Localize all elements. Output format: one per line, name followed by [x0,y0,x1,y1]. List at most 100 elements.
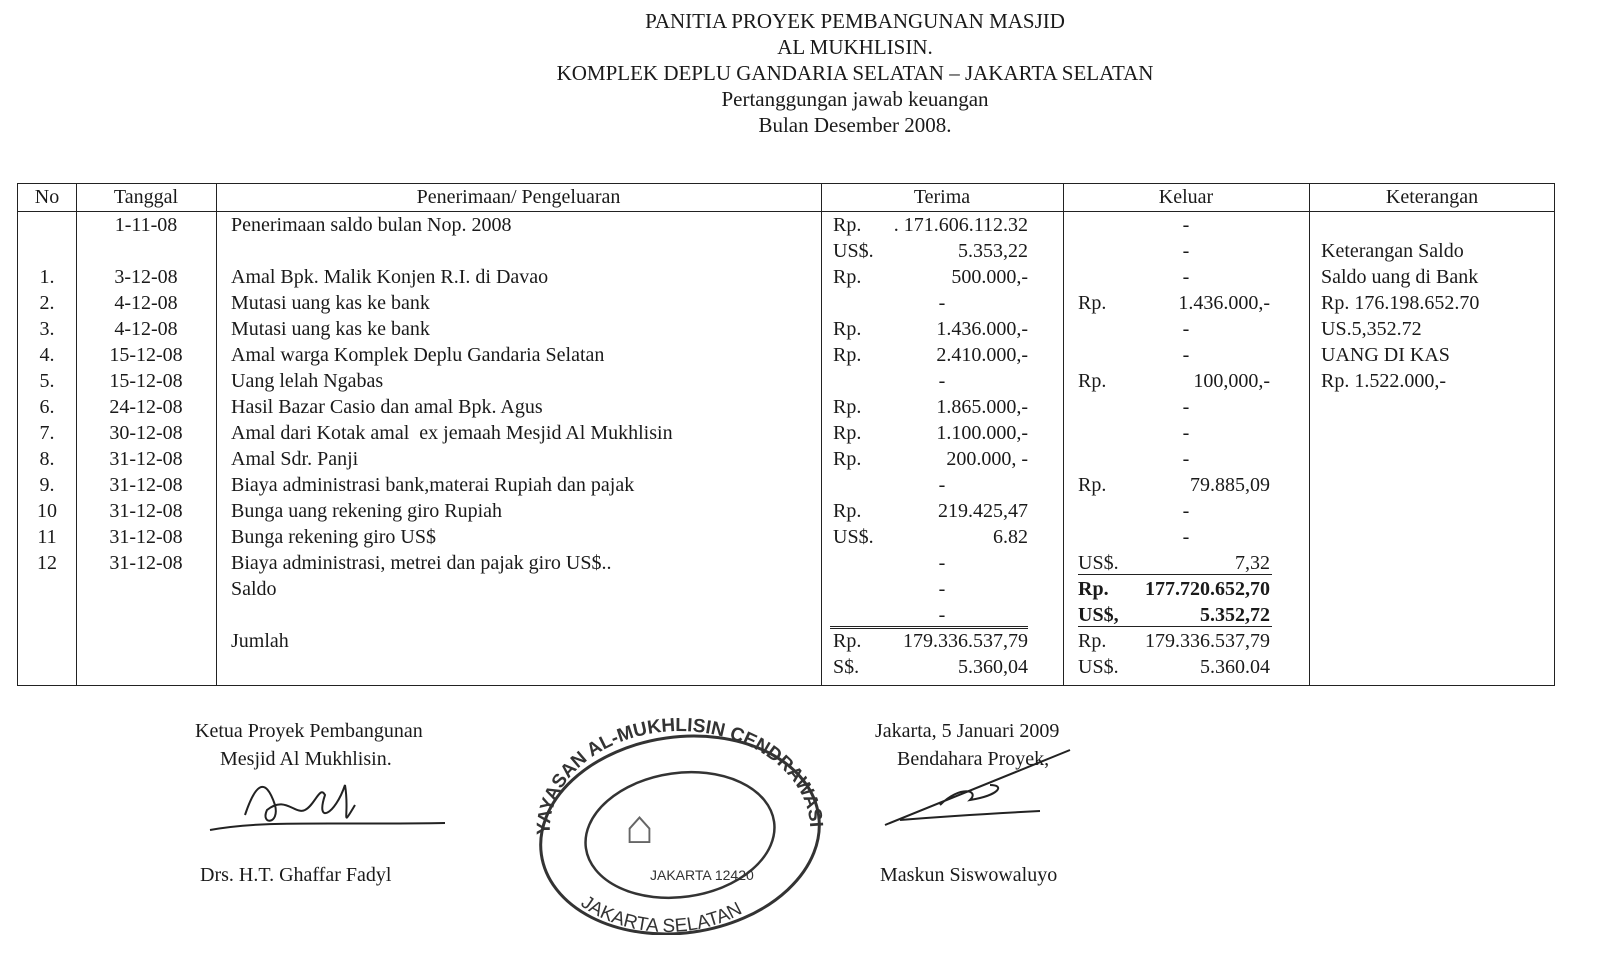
keluar-currency: US$. [1078,656,1119,678]
keterangan-note: UANG DI KAS [1321,344,1450,366]
divider [1063,184,1064,685]
keluar-amount: 177.720.652,70 [1145,578,1270,600]
terima-currency: Rp. [833,344,862,366]
keluar-amount: - [1182,318,1190,340]
row-date: 15-12-08 [109,370,183,392]
terima-amount: - [938,292,946,314]
keluar-amount: - [1182,214,1190,236]
row-date: 31-12-08 [109,474,183,496]
terima-amount: 179.336.537,79 [903,630,1028,652]
table-row: 1-11-08 Penerimaan saldo bulan Nop. 2008 R… [18,212,1554,238]
keluar-amount: - [1182,422,1190,444]
terima-currency: Rp. [833,396,862,418]
row-date: 1-11-08 [114,214,178,236]
document-header: PANITIA PROYEK PEMBANGUNAN MASJID AL MUK… [0,8,1600,138]
keluar-amount: - [1182,448,1190,470]
row-no: 8. [39,448,55,470]
row-no: 2. [39,292,55,314]
terima-amount: 1.100.000,- [936,422,1028,444]
table-row: Saldo - Rp. 177.720.652,70 [18,576,1554,602]
header-line: Bulan Desember 2008. [758,113,952,137]
row-description: Saldo [231,578,277,600]
row-description: Mutasi uang kas ke bank [231,318,430,340]
terima-amount: 1.865.000,- [936,396,1028,418]
row-description: Hasil Bazar Casio dan amal Bpk. Agus [231,396,543,418]
keluar-currency: Rp. [1078,578,1109,600]
keterangan-note: US.5,352.72 [1321,318,1422,340]
table-row: 10 31-12-08 Bunga uang rekening giro Rupia… [18,498,1554,524]
row-description: Penerimaan saldo bulan Nop. 2008 [231,214,512,236]
terima-amount: - [938,552,946,574]
terima-currency: S$. [833,656,860,678]
table-row: 12 31-12-08 Biaya administrasi, metrei dan… [18,550,1554,576]
keluar-amount: - [1182,240,1190,262]
terima-amount: 1.436.000,- [936,318,1028,340]
row-date: 30-12-08 [109,422,183,444]
svg-text:⌂: ⌂ [625,801,654,854]
keluar-amount: 5.360.04 [1200,656,1270,678]
divider [76,184,77,685]
keluar-amount: 79.885,09 [1190,474,1270,496]
keluar-amount: 100,000,- [1193,370,1270,392]
terima-amount: 500.000,- [951,266,1028,288]
row-date: 31-12-08 [109,500,183,522]
table-row: 11 31-12-08 Bunga rekening giro US$ US$. 6.8… [18,524,1554,550]
keluar-amount: 1.436.000,- [1178,292,1270,314]
terima-currency: Rp. [833,630,862,652]
table-row: - US$, 5.352,72 [18,602,1554,628]
terima-amount: 5.353,22 [958,240,1028,262]
row-no: 6. [39,396,55,418]
row-description: Biaya administrasi bank,materai Rupiah d… [231,474,635,496]
row-description: Mutasi uang kas ke bank [231,292,430,314]
svg-text:YAYASAN AL-MUKHLISIN CENDRAWAS: YAYASAN AL-MUKHLISIN CENDRAWASIH [520,715,826,835]
row-date: 4-12-08 [114,318,178,340]
terima-currency: Rp. [833,422,862,444]
keluar-amount: - [1182,500,1190,522]
keluar-amount: - [1182,396,1190,418]
keluar-amount: - [1182,526,1190,548]
col-keterangan: Keterangan [1385,186,1479,208]
row-description: Amal warga Komplek Deplu Gandaria Selata… [231,344,605,366]
table-row: S$. 5.360,04 US$. 5.360.04 [18,654,1554,680]
keluar-currency: Rp. [1078,370,1107,392]
row-description: Amal Bpk. Malik Konjen R.I. di Davao [231,266,549,288]
table-row: 1. 3-12-08 Amal Bpk. Malik Konjen R.I. di … [18,264,1554,290]
col-no: No [34,186,60,208]
signature-scribble [209,784,446,831]
table-row: 8. 31-12-08 Amal Sdr. Panji Rp. 200.000, - - [18,446,1554,472]
keluar-amount: 179.336.537,79 [1145,630,1270,652]
keluar-amount: 7,32 [1235,552,1270,574]
keluar-currency: US$, [1078,604,1119,626]
row-date: 24-12-08 [109,396,183,418]
right-name: Maskun Siswowaluyo [880,864,1058,886]
organization-stamp: YAYASAN AL-MUKHLISIN CENDRAWASIH ⌂ JAKAR… [520,715,826,935]
table-row: US$. 5.353,22 - Keterangan Saldo [18,238,1554,264]
place-date: Jakarta, 5 Januari 2009 [875,720,1060,742]
row-date: 15-12-08 [109,344,183,366]
row-no: 10 [37,500,57,522]
terima-amount: - [938,604,946,626]
row-description: Uang lelah Ngabas [231,370,384,392]
keluar-currency: Rp. [1078,474,1107,496]
row-no: 4. [39,344,55,366]
terima-currency: Rp. [833,266,862,288]
row-description: Jumlah [231,630,289,652]
table-row: 7. 30-12-08 Amal dari Kotak amal ex jemaah… [18,420,1554,446]
terima-currency: US$. [833,526,874,548]
divider [1309,184,1310,685]
table-row: 2. 4-12-08 Mutasi uang kas ke bank - Rp. 1.43… [18,290,1554,316]
row-no: 5. [39,370,55,392]
row-date: 31-12-08 [109,526,183,548]
header-line: KOMPLEK DEPLU GANDARIA SELATAN – JAKARTA… [556,61,1154,85]
keluar-currency: US$. [1078,552,1119,574]
row-date: 31-12-08 [109,552,183,574]
terima-amount: 200.000, - [946,448,1028,470]
row-date: 3-12-08 [114,266,178,288]
row-description: Bunga rekening giro US$ [231,526,436,548]
row-description: Amal Sdr. Panji [231,448,359,470]
terima-amount: - [938,474,946,496]
keterangan-note: Keterangan Saldo [1321,240,1464,262]
left-title: Mesjid Al Mukhlisin. [220,748,392,770]
terima-amount: . 171.606.112.32 [893,214,1028,236]
table-row: Jumlah Rp. 179.336.537,79 Rp. 179.336.537,79 [18,626,1554,654]
